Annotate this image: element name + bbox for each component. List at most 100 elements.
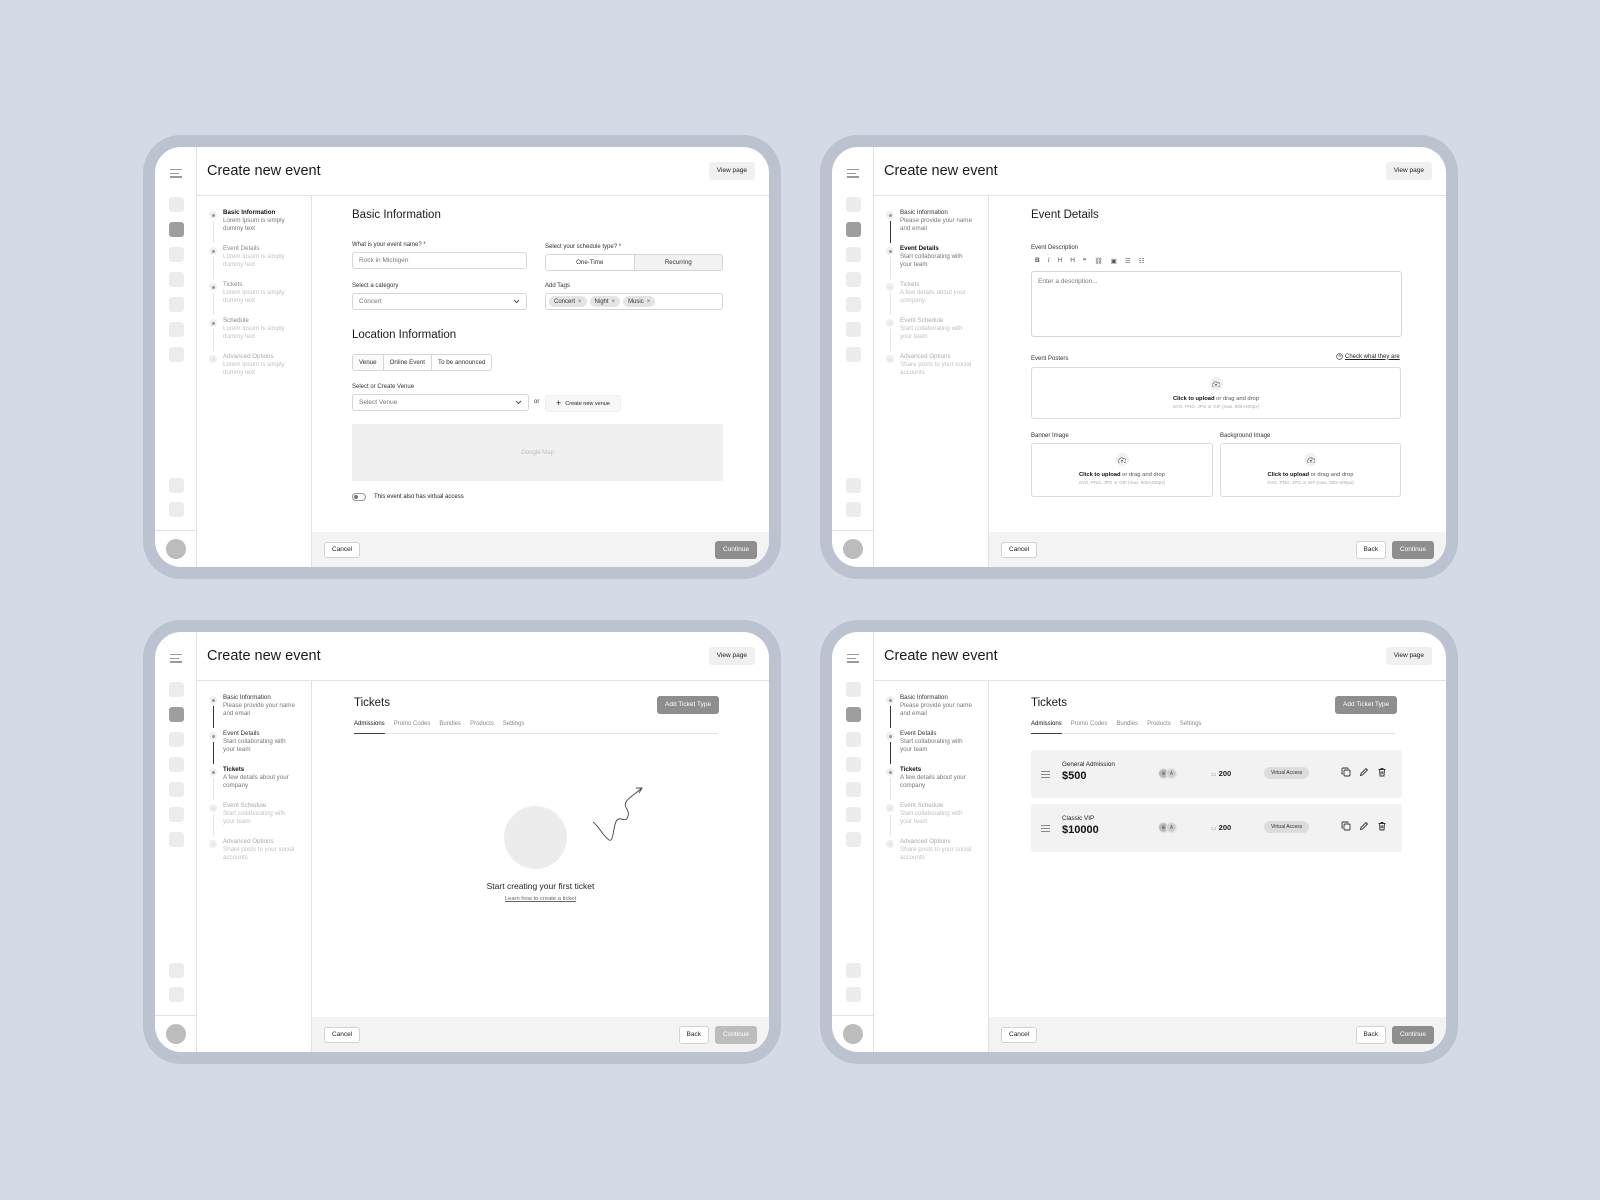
nav-icon[interactable] xyxy=(846,832,861,847)
step-event-details[interactable]: Event Details Start collaborating with yo… xyxy=(886,730,988,766)
edit-icon[interactable] xyxy=(1359,767,1369,777)
nav-icon[interactable] xyxy=(169,197,184,212)
nav-icon[interactable] xyxy=(846,197,861,212)
nav-icon[interactable] xyxy=(846,757,861,772)
delete-icon[interactable] xyxy=(1377,767,1387,777)
step-advanced-options[interactable]: Advanced Options Share posts to your soci… xyxy=(886,838,988,874)
google-map[interactable]: Google Map xyxy=(352,424,723,481)
nav-icon[interactable] xyxy=(846,987,861,1002)
tab-admissions[interactable]: Admissions xyxy=(1031,721,1062,734)
delete-icon[interactable] xyxy=(1377,821,1387,831)
avatar[interactable] xyxy=(843,1024,863,1044)
cancel-button[interactable]: Cancel xyxy=(1001,541,1038,558)
nav-icon[interactable] xyxy=(169,732,184,747)
view-page-button[interactable]: View page xyxy=(708,647,755,665)
tag-chip[interactable]: Music × xyxy=(623,296,656,307)
back-button[interactable]: Back xyxy=(1355,540,1386,559)
nav-icon-active[interactable] xyxy=(846,707,861,722)
tab-bundles[interactable]: Bundles xyxy=(439,721,462,727)
nav-icon[interactable] xyxy=(846,297,861,312)
tab-products[interactable]: Products xyxy=(470,721,494,727)
nav-icon[interactable] xyxy=(169,757,184,772)
tab-promo-codes[interactable]: Promo Codes xyxy=(393,721,431,727)
tag-chip[interactable]: Night × xyxy=(589,296,621,307)
nav-icon[interactable] xyxy=(846,782,861,797)
check-link[interactable]: Check what they are xyxy=(1336,353,1400,360)
nav-icon-active[interactable] xyxy=(169,707,184,722)
tab-admissions[interactable]: Admissions xyxy=(354,721,385,734)
drag-handle-icon[interactable] xyxy=(1041,825,1050,834)
nav-icon-active[interactable] xyxy=(846,222,861,237)
duplicate-icon[interactable] xyxy=(1341,821,1351,831)
duplicate-icon[interactable] xyxy=(1341,767,1351,777)
menu-icon[interactable] xyxy=(170,654,182,665)
step-event-schedule[interactable]: Event Schedule Start collaborating with y… xyxy=(886,317,988,353)
event-name-input[interactable]: Rock in Michigen xyxy=(352,252,527,269)
nav-icon[interactable] xyxy=(169,987,184,1002)
poster-upload-dropzone[interactable]: Click to upload or drag and drop SVG, PN… xyxy=(1031,367,1401,419)
back-button[interactable]: Back xyxy=(678,1025,709,1044)
nav-icon[interactable] xyxy=(846,807,861,822)
step-basic-information[interactable]: Basic Information Please provide your nam… xyxy=(209,694,311,730)
view-page-button[interactable]: View page xyxy=(1385,162,1432,180)
step-event-details[interactable]: Event Details Lorem Ipsum is simply dummy… xyxy=(209,245,311,281)
add-ticket-type-button[interactable]: Add Ticket Type xyxy=(1335,696,1398,714)
cancel-button[interactable]: Cancel xyxy=(324,1026,361,1043)
nav-icon[interactable] xyxy=(846,347,861,362)
nav-icon[interactable] xyxy=(846,682,861,697)
avatar[interactable] xyxy=(843,539,863,559)
edit-icon[interactable] xyxy=(1359,821,1369,831)
step-event-details[interactable]: Event Details Start collaborating with yo… xyxy=(886,245,988,281)
banner-upload-dropzone[interactable]: Click to upload or drag and drop SVG, PN… xyxy=(1031,443,1213,497)
step-basic-information[interactable]: Basic Information Please provide your nam… xyxy=(886,694,988,730)
virtual-access-toggle[interactable] xyxy=(352,493,366,501)
nav-icon[interactable] xyxy=(846,478,861,493)
nav-icon[interactable] xyxy=(169,963,184,978)
menu-icon[interactable] xyxy=(847,654,859,665)
tag-chip[interactable]: Concert × xyxy=(549,296,587,307)
background-upload-dropzone[interactable]: Click to upload or drag and drop SVG, PN… xyxy=(1220,443,1401,497)
step-event-schedule[interactable]: Event Schedule Start collaborating with y… xyxy=(886,802,988,838)
view-page-button[interactable]: View page xyxy=(708,162,755,180)
back-button[interactable]: Back xyxy=(1355,1025,1386,1044)
menu-icon[interactable] xyxy=(847,169,859,180)
nav-icon[interactable] xyxy=(169,322,184,337)
cancel-button[interactable]: Cancel xyxy=(324,541,361,558)
step-tickets[interactable]: Tickets A few details about your company xyxy=(886,281,988,317)
step-event-details[interactable]: Event Details Start collaborating with yo… xyxy=(209,730,311,766)
nav-icon[interactable] xyxy=(169,478,184,493)
tab-products[interactable]: Products xyxy=(1147,721,1171,727)
venue-option[interactable]: Venue xyxy=(353,355,384,370)
recurring-option[interactable]: Recurring xyxy=(634,255,722,270)
online-event-option[interactable]: Online Event xyxy=(384,355,432,370)
tab-bundles[interactable]: Bundles xyxy=(1116,721,1139,727)
cancel-button[interactable]: Cancel xyxy=(1001,1026,1038,1043)
view-page-button[interactable]: View page xyxy=(1385,647,1432,665)
ticket-row[interactable]: Classic VIP $10000 ⊕ A ▭ 200 Virtual Acces… xyxy=(1031,804,1402,852)
tags-input[interactable]: Concert × Night × Music × xyxy=(545,293,723,310)
tab-promo-codes[interactable]: Promo Codes xyxy=(1070,721,1108,727)
nav-icon[interactable] xyxy=(846,502,861,517)
nav-icon[interactable] xyxy=(846,322,861,337)
step-tickets[interactable]: Tickets A few details about your company xyxy=(886,766,988,802)
nav-icon[interactable] xyxy=(846,963,861,978)
description-textarea[interactable]: Enter a description... xyxy=(1031,271,1402,337)
bold-icon[interactable]: B xyxy=(1035,257,1040,264)
add-ticket-type-button[interactable]: Add Ticket Type xyxy=(657,696,720,714)
nav-icon[interactable] xyxy=(169,807,184,822)
quote-icon[interactable]: ❞ xyxy=(1082,258,1087,265)
drag-handle-icon[interactable] xyxy=(1041,771,1050,780)
avatar[interactable] xyxy=(166,539,186,559)
tab-settings[interactable]: Settings xyxy=(1179,721,1202,727)
nav-icon[interactable] xyxy=(169,502,184,517)
continue-button[interactable]: Continue xyxy=(714,540,757,559)
tab-settings[interactable]: Settings xyxy=(502,721,525,727)
nav-icon[interactable] xyxy=(169,347,184,362)
step-event-schedule[interactable]: Event Schedule Start collaborating with y… xyxy=(209,802,311,838)
nav-icon[interactable] xyxy=(169,247,184,262)
nav-icon[interactable] xyxy=(846,247,861,262)
step-advanced-options[interactable]: Advanced Options Share posts to your soci… xyxy=(886,353,988,389)
nav-icon-active[interactable] xyxy=(169,222,184,237)
category-select[interactable]: Concert xyxy=(352,293,527,310)
nav-icon[interactable] xyxy=(169,272,184,287)
